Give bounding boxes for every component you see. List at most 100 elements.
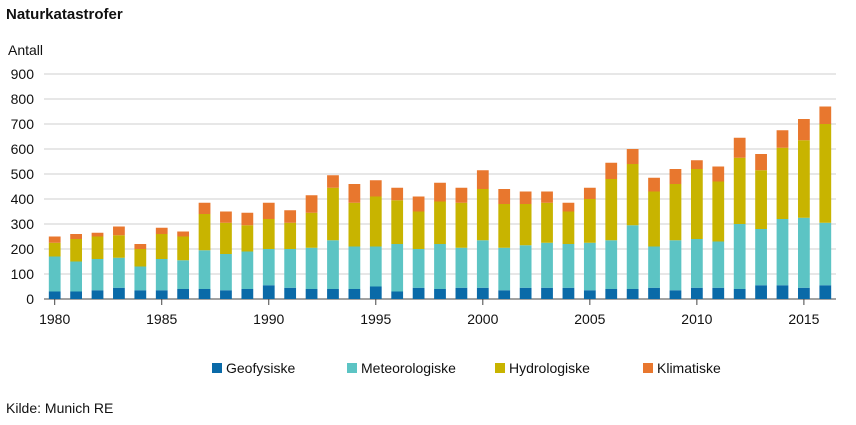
bar-segment: [348, 202, 361, 247]
bar-segment: [198, 202, 211, 214]
bar-segment: [305, 247, 318, 289]
y-tick-label: 100: [11, 266, 35, 282]
bar-segment: [690, 160, 703, 169]
y-tick-label: 200: [11, 241, 35, 257]
bar-segment: [798, 119, 810, 141]
bar-segment: [391, 244, 404, 292]
bar-segment: [48, 242, 61, 257]
bar-segment: [91, 232, 104, 237]
x-tick-label: 2000: [467, 311, 498, 327]
bar-segment: [113, 287, 125, 299]
bar-segment: [776, 147, 789, 219]
bar-segment: [284, 287, 297, 299]
x-tick-label: 1980: [39, 311, 70, 327]
bar-segment: [91, 236, 104, 259]
bar-segment: [434, 244, 446, 289]
bar-segment: [284, 249, 297, 288]
bar-segment: [434, 201, 446, 244]
bar-segment: [562, 211, 575, 244]
bar-segment: [70, 261, 82, 292]
bar-segment: [134, 290, 147, 299]
bar-segment: [348, 289, 361, 299]
bar-segment: [605, 240, 618, 289]
bar-segment: [220, 211, 232, 223]
y-axis-label: Antall: [8, 42, 44, 58]
bar-segment: [113, 235, 125, 258]
bar-segment: [476, 240, 489, 288]
bar-segment: [391, 200, 404, 244]
legend-label: Klimatiske: [657, 360, 721, 376]
bar-segment: [134, 266, 147, 291]
bar-segment: [177, 231, 190, 237]
bar-segment: [626, 289, 639, 299]
bar-segment: [327, 187, 339, 241]
bar-segment: [690, 169, 703, 239]
legend-label: Hydrologiske: [509, 360, 590, 376]
bar-segment: [348, 184, 361, 203]
bar-segment: [220, 290, 232, 299]
bar-segment: [669, 290, 682, 299]
bar-segment: [305, 212, 318, 248]
bar-segment: [305, 289, 318, 299]
bar-segment: [455, 187, 468, 203]
legend-label: Meteorologiske: [361, 360, 456, 376]
bar-segment: [241, 251, 254, 289]
x-tick-label: 1990: [253, 311, 284, 327]
x-tick-label: 2015: [788, 311, 819, 327]
bar-segment: [690, 239, 703, 288]
bar-segment: [262, 202, 275, 219]
bar-segment: [626, 149, 639, 164]
bar-segment: [134, 249, 147, 267]
bar-segment: [305, 195, 318, 213]
bar-segment: [348, 246, 361, 289]
bar-segment: [562, 287, 575, 299]
bar-segment: [583, 242, 596, 291]
x-tick-label: 2010: [681, 311, 712, 327]
bar-segment: [70, 234, 82, 239]
bar-segment: [498, 204, 511, 248]
legend-swatch: [212, 363, 222, 373]
bar-segment: [733, 157, 746, 224]
bar-segment: [605, 179, 618, 241]
bar-segment: [455, 202, 468, 248]
bar-segment: [262, 285, 275, 299]
y-tick-label: 300: [11, 216, 35, 232]
bar-segment: [712, 241, 725, 288]
bar-segment: [605, 289, 618, 299]
bar-segment: [733, 224, 746, 289]
bar-segment: [476, 189, 489, 241]
bar-segment: [412, 249, 425, 288]
bar-segment: [819, 106, 832, 124]
bar-segment: [91, 290, 104, 299]
bar-segment: [412, 196, 425, 212]
bar-segment: [733, 137, 746, 158]
bar-segment: [669, 184, 682, 241]
y-tick-label: 500: [11, 166, 35, 182]
gridlines: [44, 73, 836, 300]
bar-segment: [134, 244, 147, 249]
bar-segment: [755, 285, 767, 299]
y-tick-label: 400: [11, 191, 35, 207]
bar-segment: [284, 222, 297, 249]
bar-segment: [669, 240, 682, 291]
bar-segment: [776, 130, 789, 148]
bar-segment: [519, 204, 532, 246]
bar-segment: [412, 287, 425, 299]
y-tick-label: 0: [26, 291, 34, 307]
bar-segment: [519, 191, 532, 204]
bar-segment: [455, 287, 468, 299]
bar-segment: [583, 290, 596, 299]
bar-segment: [541, 202, 553, 243]
bar-segment: [519, 245, 532, 288]
legend-swatch: [643, 363, 653, 373]
bar-segment: [755, 170, 767, 229]
bar-segment: [412, 211, 425, 249]
x-tick-label: 1985: [146, 311, 177, 327]
bar-segment: [434, 182, 446, 202]
bar-segment: [541, 242, 553, 288]
bar-segment: [819, 124, 832, 223]
bar-segment: [155, 227, 168, 234]
bar-segment: [712, 181, 725, 242]
bar-segment: [733, 289, 746, 299]
